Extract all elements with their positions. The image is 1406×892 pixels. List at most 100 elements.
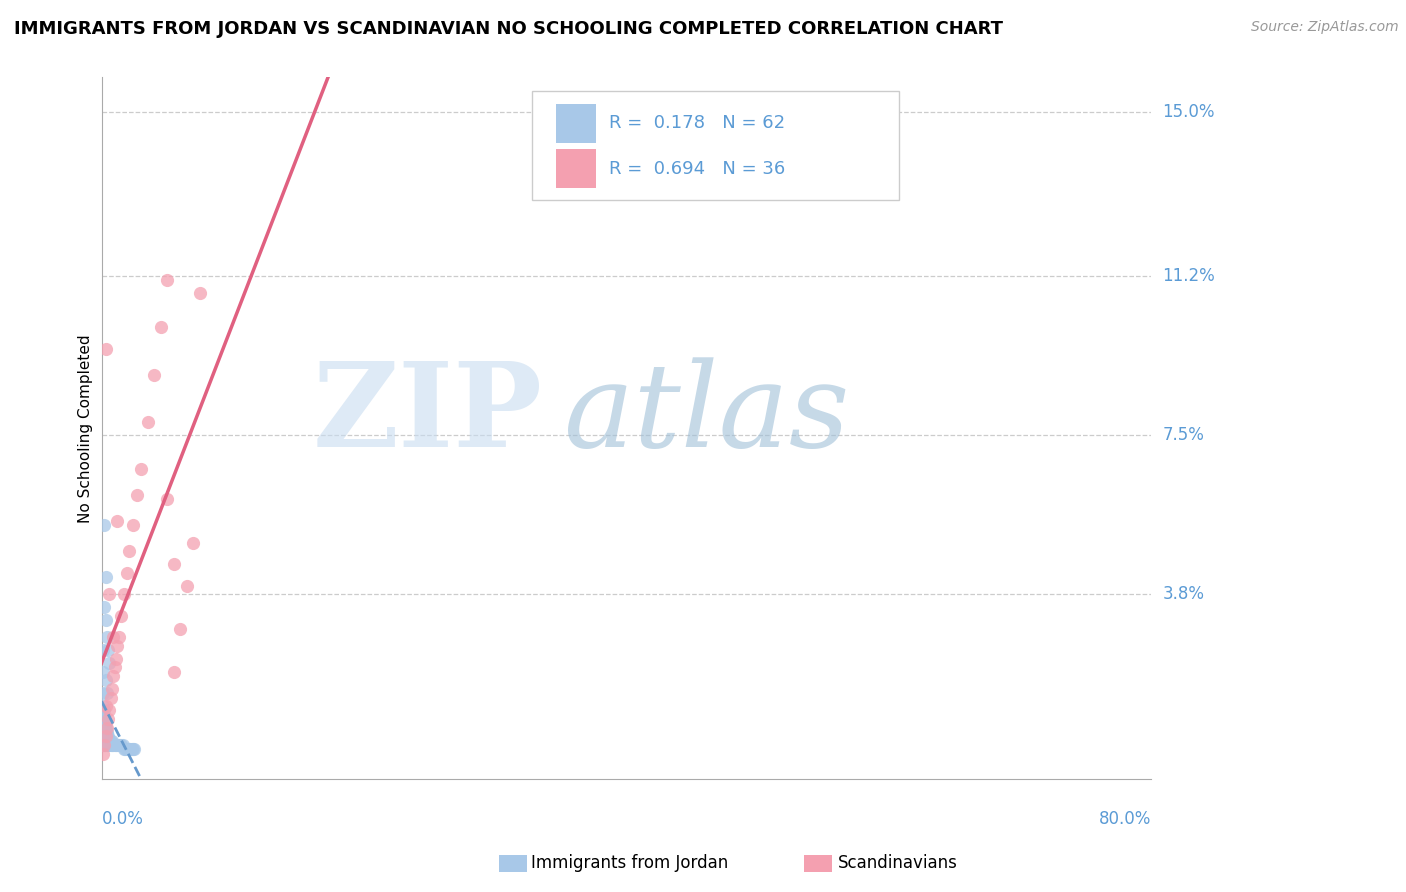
Point [94, 721, 117, 735]
Text: 11.2%: 11.2% [1163, 267, 1215, 285]
Point [94, 673, 117, 688]
Text: Immigrants from Jordan: Immigrants from Jordan [531, 855, 728, 872]
Point [94, 342, 117, 356]
Point [112, 587, 135, 601]
Point [129, 462, 152, 476]
Point [110, 608, 132, 623]
Point [93, 738, 115, 752]
Point [107, 630, 129, 644]
Point [110, 738, 132, 752]
Point [100, 733, 122, 747]
Point [98, 733, 121, 747]
Point [91, 665, 114, 679]
Point [96, 725, 118, 739]
Point [93, 518, 115, 533]
Point [96, 721, 118, 735]
Point [93, 738, 115, 752]
Point [111, 738, 134, 752]
Point [94, 738, 117, 752]
Bar [557, 104, 596, 143]
Point [94, 613, 117, 627]
Point [91, 643, 114, 657]
Point [91, 707, 114, 722]
Point [91, 738, 114, 752]
Point [94, 729, 117, 743]
Point [114, 742, 136, 756]
Point [163, 665, 186, 679]
Point [96, 738, 118, 752]
Point [93, 729, 115, 743]
Point [143, 368, 166, 382]
Point [176, 578, 198, 592]
Point [101, 733, 124, 747]
Point [91, 686, 114, 700]
Point [96, 630, 118, 644]
Point [108, 738, 131, 752]
Text: R =  0.178   N = 62: R = 0.178 N = 62 [609, 114, 785, 132]
Point [156, 492, 179, 507]
Point [98, 587, 121, 601]
Point [98, 704, 121, 718]
Point [103, 738, 125, 752]
Point [136, 415, 159, 429]
Point [105, 514, 128, 528]
Point [94, 733, 117, 747]
Text: 3.8%: 3.8% [1163, 585, 1205, 603]
Point [93, 725, 115, 739]
Point [96, 733, 118, 747]
Point [94, 699, 117, 714]
Text: 7.5%: 7.5% [1163, 425, 1205, 444]
Point [97, 712, 120, 726]
Point [94, 725, 117, 739]
Point [91, 699, 114, 714]
Point [100, 690, 122, 705]
Point [100, 738, 122, 752]
Point [105, 639, 128, 653]
Point [94, 729, 117, 743]
Point [97, 729, 120, 743]
Point [124, 742, 146, 756]
Point [97, 643, 120, 657]
Point [125, 488, 148, 502]
Point [97, 733, 120, 747]
Point [188, 285, 211, 300]
Text: 80.0%: 80.0% [1099, 810, 1152, 828]
Text: 0.0%: 0.0% [101, 810, 143, 828]
Point [91, 716, 114, 731]
Point [93, 721, 115, 735]
Point [91, 747, 114, 761]
Point [163, 557, 186, 571]
Point [93, 600, 115, 615]
Point [98, 738, 121, 752]
Point [122, 742, 145, 756]
Point [117, 742, 139, 756]
Text: IMMIGRANTS FROM JORDAN VS SCANDINAVIAN NO SCHOOLING COMPLETED CORRELATION CHART: IMMIGRANTS FROM JORDAN VS SCANDINAVIAN N… [14, 20, 1002, 37]
Text: 15.0%: 15.0% [1163, 103, 1215, 121]
Point [120, 742, 142, 756]
Point [121, 742, 143, 756]
Point [94, 716, 117, 731]
Point [105, 738, 128, 752]
Point [96, 729, 118, 743]
Point [91, 725, 114, 739]
Text: R =  0.694   N = 36: R = 0.694 N = 36 [609, 160, 785, 178]
Point [118, 742, 141, 756]
Point [105, 652, 128, 666]
Text: Scandinavians: Scandinavians [838, 855, 957, 872]
Point [156, 273, 179, 287]
Text: Source: ZipAtlas.com: Source: ZipAtlas.com [1251, 20, 1399, 34]
Point [183, 535, 205, 549]
Point [98, 656, 121, 670]
Point [169, 622, 191, 636]
FancyBboxPatch shape [531, 92, 900, 201]
Point [97, 738, 120, 752]
Point [112, 742, 135, 756]
Point [107, 738, 129, 752]
Point [93, 733, 115, 747]
Point [103, 669, 125, 683]
Point [104, 660, 127, 674]
Point [122, 518, 145, 533]
Point [118, 544, 141, 558]
Y-axis label: No Schooling Completed: No Schooling Completed [79, 334, 93, 523]
Point [115, 742, 138, 756]
